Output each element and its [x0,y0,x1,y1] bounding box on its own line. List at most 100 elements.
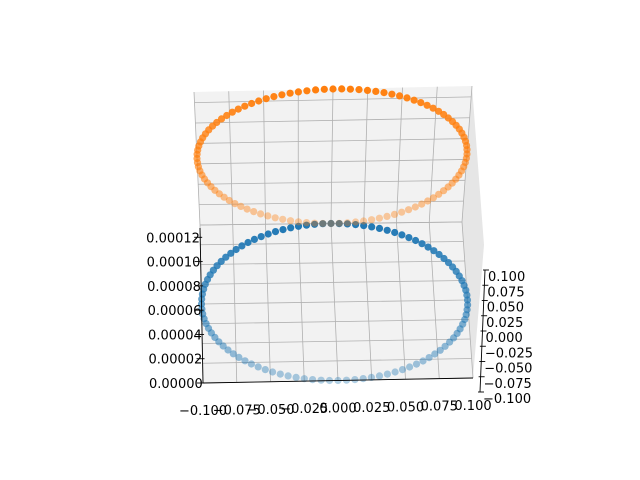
x-tick-label: 0.025 [353,401,390,416]
data-point [223,111,231,120]
data-point [284,372,292,380]
x-tick-label: −0.025 [280,402,328,417]
data-point [390,210,399,218]
data-point [383,226,391,234]
grid-line-y [202,338,471,344]
data-point [319,219,327,228]
data-point [388,90,396,98]
data-point [257,210,265,218]
data-point [359,375,367,383]
y-tick-label: −0.025 [485,346,533,361]
data-point [391,368,399,376]
data-point [229,350,237,358]
data-point [317,376,325,384]
data-point [368,216,376,224]
y-axis: 0.1000.0750.0500.0250.000−0.025−0.050−0.… [478,269,533,407]
data-point [264,230,272,238]
data-point [441,342,449,350]
y-tick-label: −0.075 [484,377,532,392]
data-point [271,214,279,222]
data-point [375,224,384,232]
data-point [435,250,443,259]
data-point [271,228,280,236]
y-tick-label: 0.075 [487,285,524,300]
data-point [398,208,406,216]
y-tick-label: −0.050 [484,362,532,377]
data-point [243,205,251,213]
data-point [346,85,354,93]
series-orange-circle [193,85,471,228]
z-tick-label: 0.00004 [148,328,202,343]
data-point [225,196,233,205]
data-point [294,222,303,230]
data-point [232,245,240,254]
data-point [403,94,411,102]
grid-line-y [200,260,465,265]
z-tick-label: 0.00000 [149,377,203,392]
data-point [429,194,437,202]
data-point [247,360,255,368]
data-point [257,233,265,241]
data-point [462,154,470,162]
data-point [367,373,375,381]
data-point [312,86,320,94]
data-point [375,372,384,380]
data-point [464,301,472,309]
data-point [419,357,427,365]
data-point [262,95,270,103]
grid-line-y [201,319,469,325]
data-point [241,357,249,365]
y-tick-label: 0.050 [487,301,524,316]
z-tick-label: 0.00010 [147,256,201,271]
data-point [329,85,337,93]
data-point [343,219,351,227]
data-point [360,217,368,225]
y-tick-label: −0.100 [483,392,531,407]
data-point [430,247,438,255]
z-tick-label: 0.00006 [148,304,202,319]
data-point [279,215,287,223]
data-point [231,200,239,208]
y-tick-label: 0.000 [486,331,523,346]
grid-line-z [198,179,466,185]
x-tick-label: −0.100 [179,404,227,419]
data-point [286,89,294,97]
x-axis-line [202,377,474,384]
data-point [302,221,311,229]
grid-line-z [199,200,464,206]
data-point [405,234,413,242]
z-tick-label: 0.00012 [146,231,200,246]
x-axis: −0.100−0.075−0.050−0.0250.0000.0250.0500… [179,377,492,419]
grid-line-y [202,358,472,364]
data-point [363,86,372,94]
grid-line-z [194,96,472,104]
data-point [244,238,252,247]
data-point [278,91,286,99]
data-point [440,254,448,263]
grid-line-y [201,280,467,285]
data-point [235,353,243,361]
data-point [292,373,300,381]
data-point [352,221,360,229]
data-point [435,107,443,115]
data-point [320,85,328,93]
data-point [383,212,391,220]
z-tick-label: 0.00008 [147,280,201,295]
data-point [241,102,249,110]
pane-back [194,86,472,225]
data-point [220,193,228,201]
data-point [335,220,343,228]
data-point [302,219,311,227]
data-point [351,376,359,384]
data-point [311,219,319,227]
data-point [412,360,421,368]
data-point [250,235,258,243]
data-point [410,96,418,104]
data-point [380,89,388,97]
data-point [417,99,425,107]
x-tick-label: 0.075 [421,400,458,415]
data-point [398,231,406,239]
data-point [250,208,258,216]
data-point [411,203,419,211]
